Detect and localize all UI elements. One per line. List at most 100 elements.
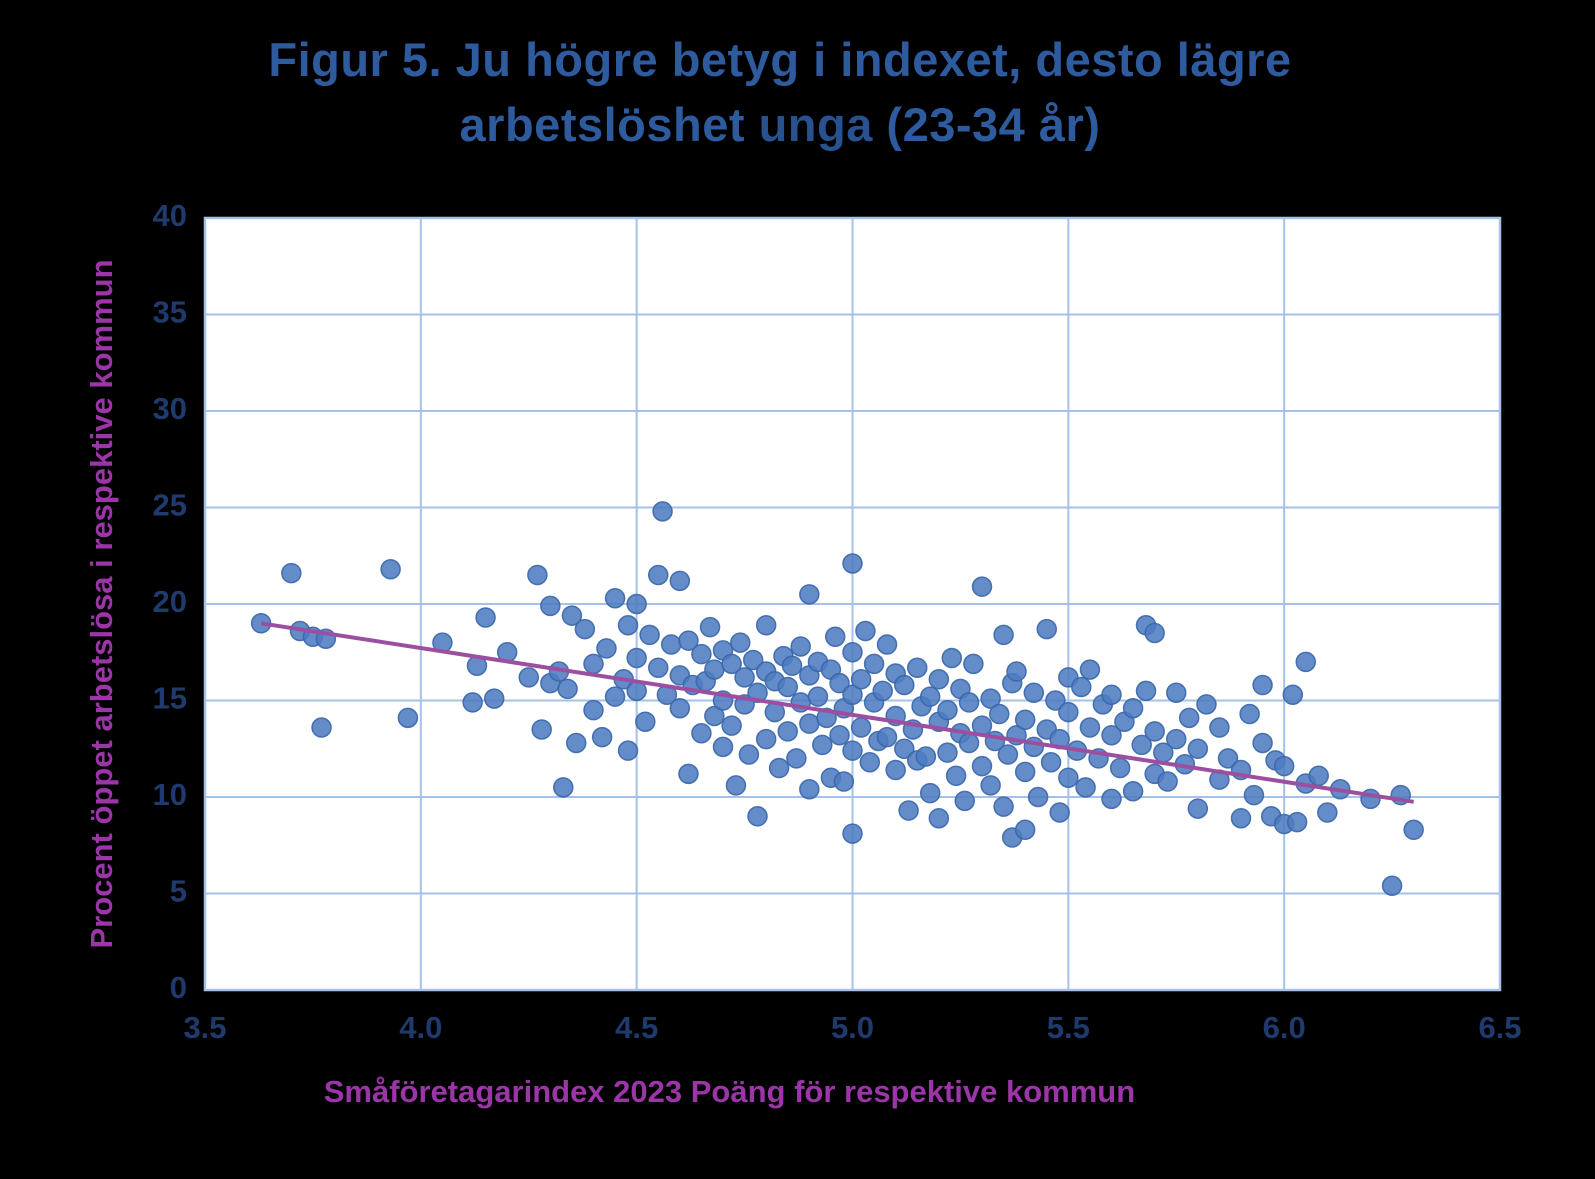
data-point [678, 630, 699, 651]
data-point [583, 699, 604, 721]
data-point [1178, 707, 1200, 729]
data-point [639, 624, 660, 646]
data-point [1209, 717, 1230, 738]
x-axis-label: Småföretagarindex 2023 Poäng för respekt… [324, 1074, 1135, 1109]
data-point [712, 736, 734, 758]
data-point [980, 775, 1001, 796]
data-point [1075, 777, 1096, 798]
data-point [799, 584, 820, 605]
data-point [915, 746, 937, 767]
data-point [617, 614, 639, 636]
data-point [1144, 622, 1165, 644]
data-point [1122, 780, 1144, 802]
data-point [660, 634, 682, 655]
y-axis-tick-labels: 0 5 10 15 20 25 30 35 40 [153, 198, 187, 1005]
data-point [1308, 765, 1329, 787]
data-point [574, 618, 596, 640]
chart-title-line1: Figur 5. Ju högre betyg i indexet, desto… [268, 33, 1292, 86]
data-point [604, 686, 626, 707]
data-point [1187, 798, 1209, 819]
data-point [777, 721, 798, 742]
data-point [617, 740, 639, 761]
data-point [1282, 684, 1304, 705]
data-point [583, 653, 604, 675]
data-point [626, 647, 647, 669]
data-point [850, 717, 872, 738]
data-point [863, 653, 885, 675]
data-point [669, 570, 691, 592]
y-tick-label: 30 [153, 391, 187, 426]
data-point [1071, 676, 1092, 698]
data-point [1317, 802, 1338, 823]
data-point [1040, 752, 1062, 773]
y-tick-label: 25 [153, 488, 187, 523]
data-point [704, 659, 725, 680]
data-point [1196, 694, 1217, 715]
y-tick-label: 5 [170, 874, 187, 909]
data-point [1252, 674, 1273, 696]
data-point [980, 688, 1001, 709]
data-point [919, 782, 941, 804]
data-point [553, 777, 574, 798]
data-point [1166, 682, 1187, 704]
y-tick-label: 15 [153, 681, 187, 716]
data-point [1131, 734, 1152, 756]
data-point [786, 748, 807, 769]
data-point [1101, 684, 1122, 705]
data-point [790, 636, 811, 657]
data-point [894, 674, 915, 696]
data-point [747, 806, 768, 827]
data-point [1006, 661, 1027, 682]
data-point [1101, 788, 1122, 810]
data-point [1135, 680, 1157, 702]
data-point [812, 734, 833, 756]
data-point [1079, 717, 1101, 738]
data-point [561, 605, 583, 626]
plot-border [203, 216, 1502, 992]
data-point [1286, 811, 1308, 833]
data-point [635, 711, 656, 732]
data-point [1295, 651, 1316, 673]
data-point [281, 562, 302, 584]
data-point [928, 669, 950, 690]
data-point [755, 728, 777, 750]
data-point [1027, 786, 1049, 808]
data-point [755, 614, 777, 636]
data-point [721, 715, 742, 736]
data-point [518, 667, 539, 688]
data-point [907, 657, 928, 678]
data-point [885, 759, 906, 781]
data-point [829, 672, 850, 694]
data-point [768, 757, 790, 779]
data-point [945, 765, 967, 787]
data-point [842, 823, 863, 844]
data-point [1058, 701, 1079, 723]
x-tick-label: 3.5 [183, 1010, 226, 1045]
data-point [648, 657, 669, 678]
data-point [1014, 761, 1036, 783]
data-point [531, 719, 552, 740]
data-point [1381, 875, 1403, 897]
data-point [725, 775, 747, 796]
data-point [462, 692, 483, 713]
data-point [1252, 732, 1273, 754]
data-point [963, 653, 984, 675]
x-tick-label: 4.0 [399, 1010, 442, 1045]
data-point [777, 676, 798, 698]
data-point [1079, 659, 1101, 680]
data-point [850, 669, 872, 690]
data-point [842, 553, 863, 574]
data-point [993, 796, 1014, 817]
data-point [699, 616, 721, 638]
data-point [937, 742, 958, 763]
data-point [652, 501, 673, 522]
data-point [941, 647, 963, 669]
data-point [842, 740, 863, 761]
data-point [1049, 802, 1070, 823]
data-point [738, 744, 760, 765]
data-point [842, 684, 863, 705]
data-point [824, 626, 846, 648]
y-tick-label: 40 [153, 198, 187, 233]
data-point [1045, 690, 1066, 711]
